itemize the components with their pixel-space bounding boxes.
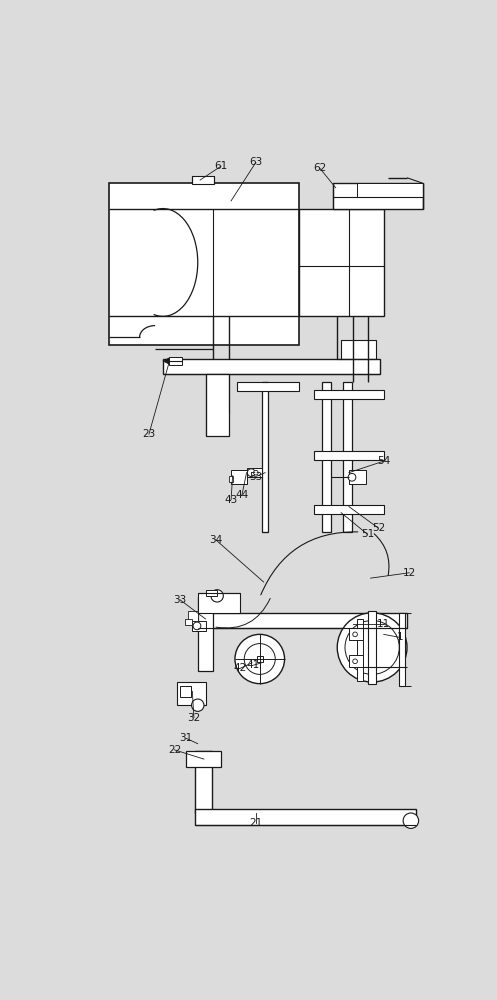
- Bar: [169, 357, 182, 365]
- Text: 44: 44: [235, 490, 248, 500]
- Text: 34: 34: [209, 535, 222, 545]
- Bar: [349, 628, 363, 640]
- Circle shape: [244, 644, 275, 674]
- Bar: [299, 209, 384, 316]
- Circle shape: [211, 590, 223, 602]
- Text: 53: 53: [249, 472, 262, 482]
- Text: 51: 51: [361, 529, 374, 539]
- Bar: [262, 382, 268, 532]
- Bar: [231, 470, 247, 484]
- Text: 42: 42: [234, 663, 247, 673]
- Circle shape: [193, 622, 201, 630]
- Bar: [188, 611, 198, 620]
- Text: 33: 33: [173, 595, 186, 605]
- Circle shape: [348, 473, 356, 481]
- Text: 54: 54: [377, 456, 390, 466]
- Bar: [322, 382, 331, 532]
- Bar: [180, 686, 191, 697]
- Text: 31: 31: [179, 733, 193, 743]
- Text: 11: 11: [377, 619, 390, 629]
- Circle shape: [248, 469, 255, 477]
- Text: 41: 41: [247, 660, 260, 670]
- Text: 32: 32: [187, 713, 200, 723]
- Circle shape: [191, 699, 204, 711]
- Bar: [341, 340, 376, 359]
- Bar: [198, 613, 407, 628]
- Bar: [357, 183, 422, 197]
- Bar: [198, 593, 241, 613]
- Bar: [177, 682, 206, 705]
- Circle shape: [345, 620, 399, 674]
- Text: 43: 43: [225, 495, 238, 505]
- Text: 52: 52: [372, 523, 385, 533]
- Circle shape: [253, 470, 258, 475]
- Bar: [184, 619, 192, 625]
- Text: 1: 1: [397, 632, 404, 642]
- Text: 22: 22: [168, 745, 181, 755]
- Bar: [192, 620, 206, 631]
- Bar: [357, 619, 363, 681]
- Bar: [368, 611, 376, 684]
- Bar: [247, 468, 262, 477]
- Bar: [109, 183, 299, 345]
- Bar: [349, 470, 366, 484]
- Bar: [342, 382, 352, 532]
- Bar: [349, 655, 363, 667]
- Bar: [256, 656, 263, 662]
- Bar: [186, 751, 221, 767]
- Text: 61: 61: [214, 161, 228, 171]
- Bar: [205, 590, 217, 596]
- Bar: [195, 751, 213, 813]
- Polygon shape: [163, 358, 169, 364]
- Bar: [192, 176, 214, 184]
- Circle shape: [337, 613, 407, 682]
- Text: 21: 21: [249, 818, 262, 828]
- Bar: [195, 809, 416, 825]
- Bar: [333, 183, 422, 209]
- Bar: [205, 374, 229, 436]
- Bar: [314, 505, 384, 514]
- Bar: [399, 613, 406, 686]
- Circle shape: [403, 813, 418, 828]
- Bar: [198, 597, 213, 671]
- Circle shape: [235, 634, 285, 684]
- Text: 63: 63: [249, 157, 262, 167]
- Text: 23: 23: [142, 429, 156, 439]
- Bar: [229, 476, 233, 482]
- Bar: [163, 359, 380, 374]
- Text: 12: 12: [403, 568, 416, 578]
- Bar: [314, 451, 384, 460]
- Bar: [237, 382, 299, 391]
- Bar: [314, 389, 384, 399]
- Text: 62: 62: [313, 163, 326, 173]
